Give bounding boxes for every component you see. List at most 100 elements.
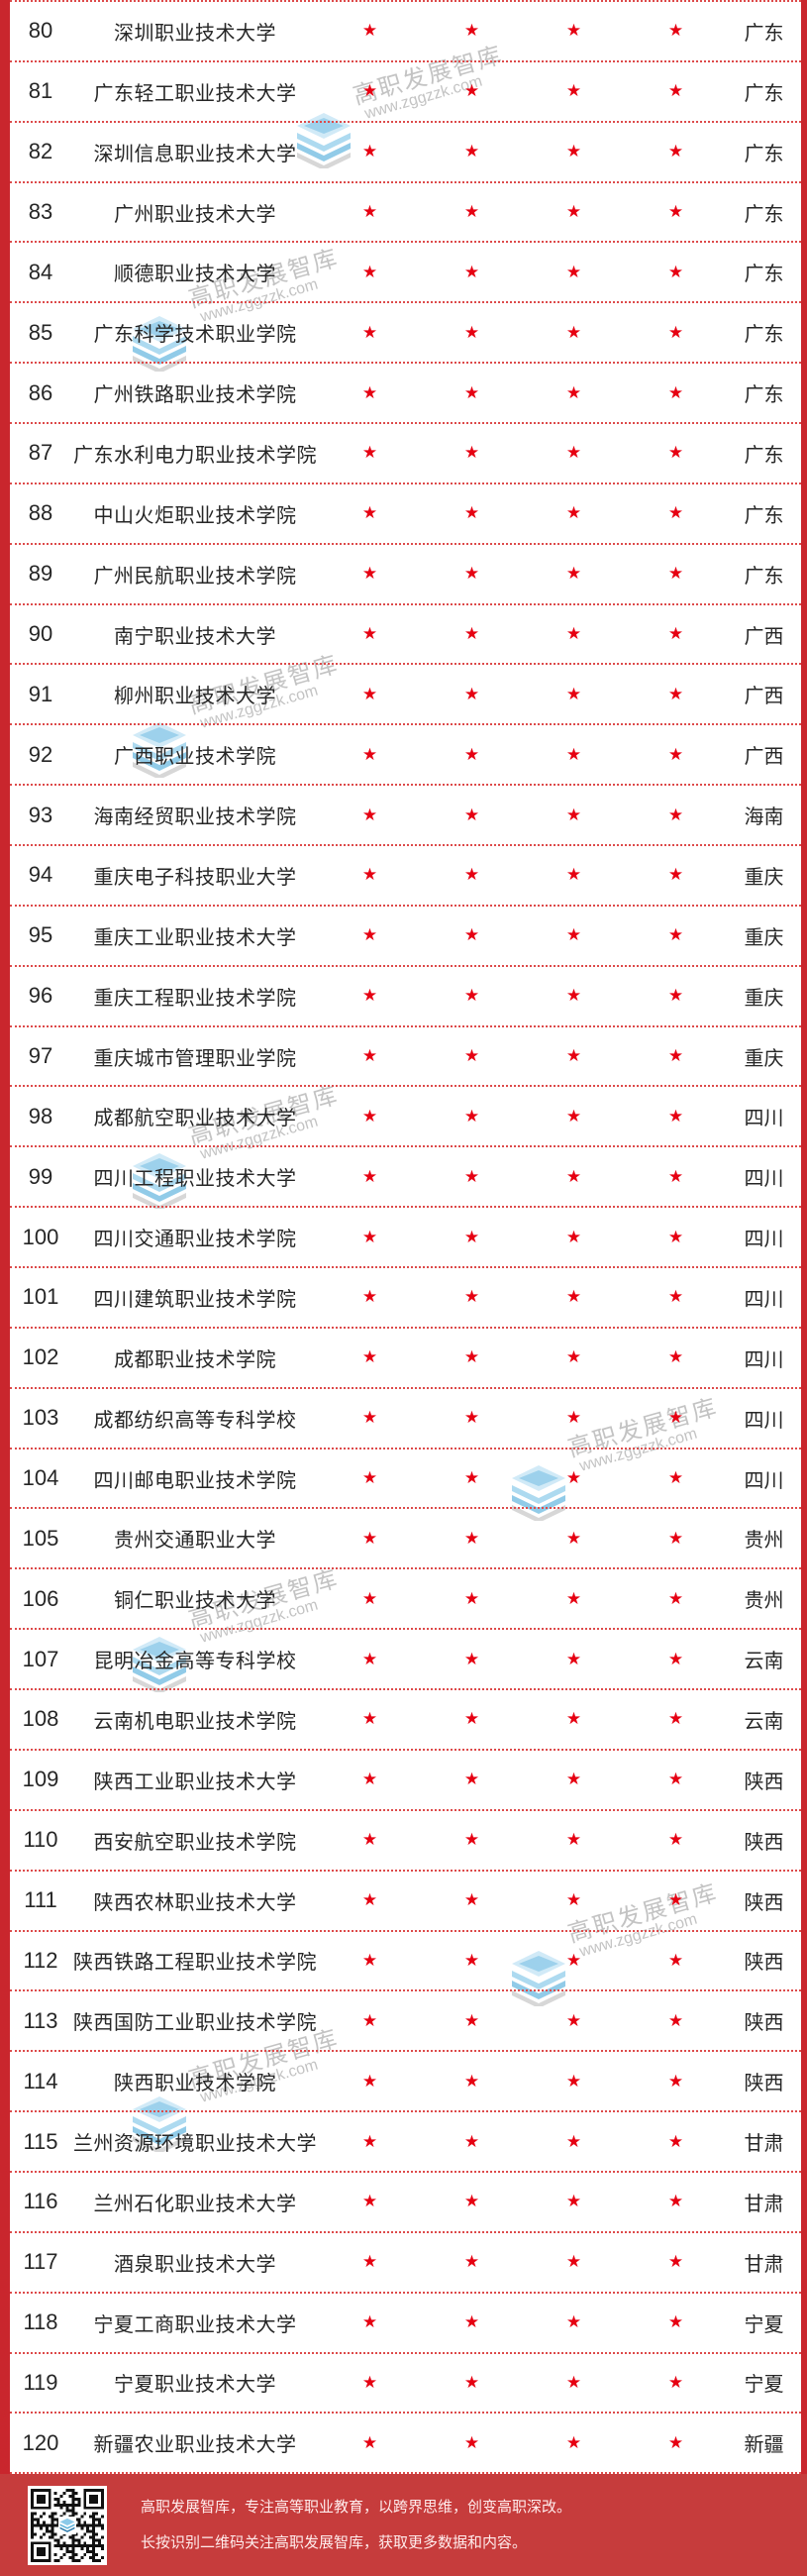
star-icon: ★ (565, 925, 582, 945)
table-row: 113 陕西国防工业职业技术学院 ★ ★ ★ ★ 陕西 (10, 1991, 801, 2053)
university-name-cell: 昆明冶金高等专科学校 (93, 1651, 297, 1673)
rank-cell: 87 (28, 440, 53, 466)
province-cell: 广东 (744, 143, 784, 165)
university-name-cell: 重庆电子科技职业大学 (93, 866, 297, 889)
star-icon: ★ (667, 925, 684, 945)
star-icon: ★ (463, 1588, 480, 1608)
university-name-cell: 广东科学技术职业学院 (93, 324, 297, 347)
star-icon: ★ (565, 744, 582, 764)
star-icon: ★ (463, 322, 480, 342)
province-cell: 贵州 (744, 1590, 784, 1613)
university-name-cell: 中山火炬职业技术学院 (93, 504, 297, 527)
university-name-cell: 四川建筑职业技术学院 (93, 1288, 297, 1311)
university-name-cell: 四川邮电职业技术学院 (93, 1469, 297, 1492)
star-icon: ★ (361, 2372, 378, 2392)
table-row: 80 深圳职业技术大学 ★ ★ ★ ★ 广东 (10, 2, 801, 62)
star-icon: ★ (361, 564, 378, 584)
star-icon: ★ (463, 1347, 480, 1367)
province-cell: 四川 (744, 1409, 784, 1432)
star-icon: ★ (361, 1709, 378, 1729)
table-row: 97 重庆城市管理职业学院 ★ ★ ★ ★ 重庆 (10, 1027, 801, 1088)
star-icon: ★ (565, 1649, 582, 1668)
rank-cell: 116 (23, 2189, 58, 2214)
star-icon: ★ (361, 2312, 378, 2332)
star-icon: ★ (361, 1468, 378, 1488)
province-cell: 甘肃 (744, 2253, 784, 2276)
table-row: 82 深圳信息职业技术大学 ★ ★ ★ ★ 广东 (10, 123, 801, 183)
star-icon: ★ (667, 1649, 684, 1668)
star-icon: ★ (361, 202, 378, 221)
star-icon: ★ (463, 624, 480, 644)
star-icon: ★ (463, 1830, 480, 1850)
star-icon: ★ (463, 2010, 480, 2030)
university-name-cell: 海南经贸职业技术学院 (93, 806, 297, 829)
star-icon: ★ (565, 1588, 582, 1608)
table-row: 102 成都职业技术学院 ★ ★ ★ ★ 四川 (10, 1329, 801, 1389)
star-icon: ★ (463, 262, 480, 281)
left-frame-bar (0, 0, 10, 2474)
star-icon: ★ (361, 1408, 378, 1428)
rank-cell: 107 (22, 1646, 59, 1671)
star-icon: ★ (565, 503, 582, 523)
province-cell: 陕西 (744, 1952, 784, 1975)
star-icon: ★ (361, 1528, 378, 1548)
university-name-cell: 铜仁职业技术大学 (114, 1590, 276, 1613)
province-cell: 重庆 (744, 926, 784, 949)
star-icon: ★ (565, 142, 582, 161)
star-icon: ★ (361, 865, 378, 885)
table-row: 87 广东水利电力职业技术学院 ★ ★ ★ ★ 广东 (10, 424, 801, 484)
university-name-cell: 陕西职业技术学院 (114, 2073, 276, 2095)
star-icon: ★ (361, 2010, 378, 2030)
star-icon: ★ (565, 262, 582, 281)
rank-cell: 101 (22, 1284, 59, 1310)
star-icon: ★ (463, 1046, 480, 1066)
university-name-cell: 成都纺织高等专科学校 (93, 1409, 297, 1432)
table-row: 81 广东轻工职业技术大学 ★ ★ ★ ★ 广东 (10, 62, 801, 123)
province-cell: 陕西 (744, 1831, 784, 1854)
rank-cell: 114 (23, 2068, 58, 2093)
university-name-cell: 深圳职业技术大学 (114, 22, 276, 45)
province-cell: 广东 (744, 384, 784, 407)
star-icon: ★ (565, 1528, 582, 1548)
star-icon: ★ (463, 1166, 480, 1186)
rank-cell: 81 (28, 78, 53, 104)
university-name-cell: 广州铁路职业技术学院 (93, 384, 297, 407)
table-row: 95 重庆工业职业技术大学 ★ ★ ★ ★ 重庆 (10, 907, 801, 967)
star-icon: ★ (565, 1227, 582, 1246)
province-cell: 宁夏 (744, 2374, 784, 2397)
university-name-cell: 酒泉职业技术大学 (114, 2253, 276, 2276)
star-icon: ★ (667, 262, 684, 281)
province-cell: 陕西 (744, 1771, 784, 1793)
university-name-cell: 南宁职业技术大学 (114, 625, 276, 648)
university-name-cell: 陕西国防工业职业技术学院 (73, 2012, 317, 2035)
rank-cell: 91 (28, 681, 53, 706)
table-row: 108 云南机电职业技术学院 ★ ★ ★ ★ 云南 (10, 1690, 801, 1751)
star-icon: ★ (565, 564, 582, 584)
university-name-cell: 重庆工业职业技术大学 (93, 926, 297, 949)
table-row: 116 兰州石化职业技术大学 ★ ★ ★ ★ 甘肃 (10, 2173, 801, 2233)
star-icon: ★ (361, 1287, 378, 1307)
table-row: 110 西安航空职业技术学院 ★ ★ ★ ★ 陕西 (10, 1811, 801, 1872)
star-icon: ★ (463, 1106, 480, 1126)
table-row: 119 宁夏职业技术大学 ★ ★ ★ ★ 宁夏 (10, 2354, 801, 2415)
province-cell: 重庆 (744, 866, 784, 889)
rank-cell: 88 (28, 500, 53, 526)
star-icon: ★ (463, 1408, 480, 1428)
star-icon: ★ (565, 1950, 582, 1970)
table-row: 100 四川交通职业技术学院 ★ ★ ★ ★ 四川 (10, 1208, 801, 1269)
star-icon: ★ (667, 564, 684, 584)
star-icon: ★ (667, 1770, 684, 1789)
province-cell: 陕西 (744, 2073, 784, 2095)
star-icon: ★ (667, 202, 684, 221)
star-icon: ★ (667, 2312, 684, 2332)
star-icon: ★ (463, 2131, 480, 2151)
star-icon: ★ (667, 1709, 684, 1729)
rank-cell: 103 (22, 1405, 59, 1431)
star-icon: ★ (361, 1830, 378, 1850)
table-row: 105 贵州交通职业大学 ★ ★ ★ ★ 贵州 (10, 1509, 801, 1570)
university-name-cell: 兰州资源环境职业技术大学 (73, 2133, 317, 2155)
university-name-cell: 重庆工程职业技术学院 (93, 987, 297, 1010)
star-icon: ★ (565, 2010, 582, 2030)
star-icon: ★ (463, 1770, 480, 1789)
star-icon: ★ (565, 2432, 582, 2452)
